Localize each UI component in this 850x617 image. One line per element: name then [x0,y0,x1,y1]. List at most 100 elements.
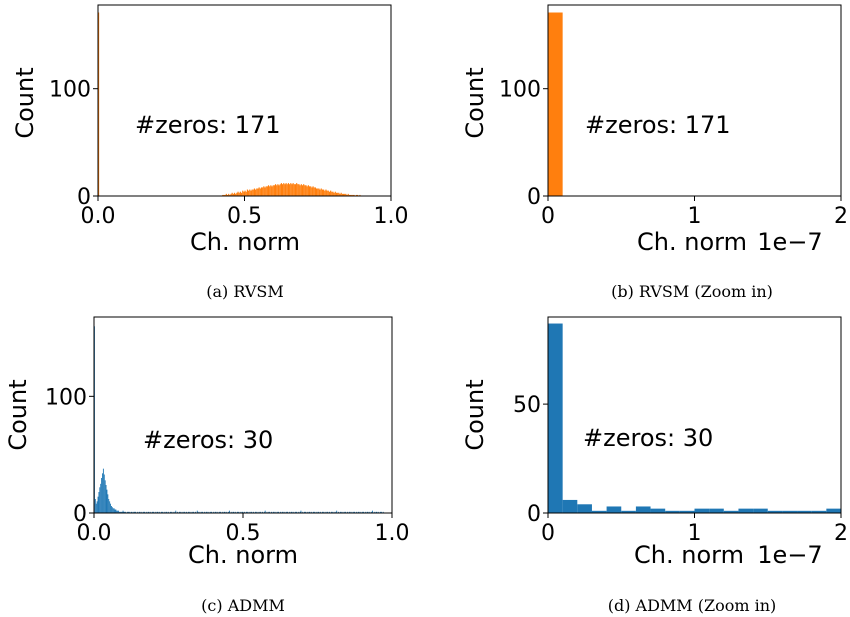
histogram-bar [253,188,256,196]
histogram-bar [184,511,186,513]
histogram-bar [347,193,349,196]
histogram-bar [317,188,319,196]
histogram-bar [301,185,304,196]
panel-admm: 0.0 0.5 1.0 0 100 #zeros: 30 Ch. norm Count… [4,316,410,615]
histogram-bar [110,506,112,513]
histogram-bar [161,511,162,513]
histogram-bar [170,511,172,513]
histogram-bar [225,193,227,196]
histogram-bar [304,511,306,513]
histogram-bar [351,194,353,196]
histogram-bar [114,509,116,513]
histogram-bar [232,511,234,513]
histogram-bar [354,511,356,513]
y-tick-label: 50 [513,393,541,418]
histogram-bar [280,183,282,196]
histogram-bar [113,508,115,513]
histogram-bar [367,511,369,513]
histogram-bar [250,190,252,196]
histogram-bar [178,511,180,513]
histogram-bar [154,511,156,513]
histogram-bar [338,511,339,513]
histogram-bar [238,192,240,196]
histogram-bar [650,508,666,513]
histogram-bar [224,194,226,196]
histogram-bar [286,184,288,196]
histogram-bar [306,511,308,513]
histogram-bar [103,474,105,513]
histogram-bar [115,509,117,513]
histogram-bar [347,511,348,513]
histogram-bar [606,506,622,513]
histogram-bar [254,511,256,513]
histogram-bar [312,186,314,196]
histogram-bar [349,511,351,513]
histogram-bar [380,511,381,513]
histogram-bars [94,326,384,513]
histogram-bar [131,511,133,513]
histogram-bar [221,511,223,513]
y-tick-label: 100 [499,78,541,103]
panel-caption: (a) RVSM [206,282,283,301]
x-tick-label: 0 [541,204,555,229]
histogram-bar [287,511,288,513]
histogram-bar [125,511,127,513]
histogram-bar [282,184,284,196]
histogram-bar [226,194,229,196]
histogram-bar [165,511,167,513]
histogram-bar [300,184,302,196]
histogram-bar [239,191,241,196]
histogram-bar [223,511,225,513]
histogram-bar [291,184,293,196]
histogram-bar [241,511,243,513]
histogram-bar [236,192,238,196]
histogram-bar [111,507,113,513]
histogram-bar [174,511,176,513]
histogram-bar [358,511,360,513]
histogram-bar [355,194,358,196]
histogram-bar [251,189,253,196]
histogram-bar [297,184,299,196]
histogram-bar [143,511,145,513]
histogram-bar [324,190,326,196]
histogram-bar [99,487,101,513]
histogram-bar [723,510,739,513]
x-axis-exponent: 1e−7 [757,541,822,569]
histogram-bar [295,511,297,513]
histogram-bar [144,511,145,513]
histogram-bar [767,510,783,513]
x-ticks: 0.0 0.5 1.0 [77,513,410,546]
histogram-bar [246,511,248,513]
histogram-bar [679,510,695,513]
histogram-bar [318,188,320,196]
histogram-bar [235,511,237,513]
histogram-bar [318,511,320,513]
histogram-bar [340,511,342,513]
histogram-bar [95,503,97,513]
histogram-bar [139,511,141,513]
y-tick-label: 0 [73,502,87,527]
histogram-bar [303,184,305,196]
histogram-bar [300,510,302,513]
x-tick-label: 0.0 [77,521,112,546]
histogram-bar [345,511,347,513]
histogram-bar [826,508,841,513]
histogram-bar [117,510,119,513]
histogram-bar [232,193,234,196]
histogram-bar [266,511,268,513]
histogram-bar [327,190,329,196]
histogram-bar [292,183,294,196]
histogram-bar [797,510,812,513]
histogram-bar [298,184,300,196]
histogram-bar [256,188,258,196]
histogram-bar [331,191,333,196]
plot-frame [97,4,392,197]
histogram-bar [242,511,244,513]
histogram-bar [240,192,243,196]
x-tick-label: 2 [834,521,848,546]
histogram-bar [201,511,203,513]
plot-frame [547,4,842,197]
histogram-bar [305,185,307,196]
histogram-bar [127,511,129,513]
